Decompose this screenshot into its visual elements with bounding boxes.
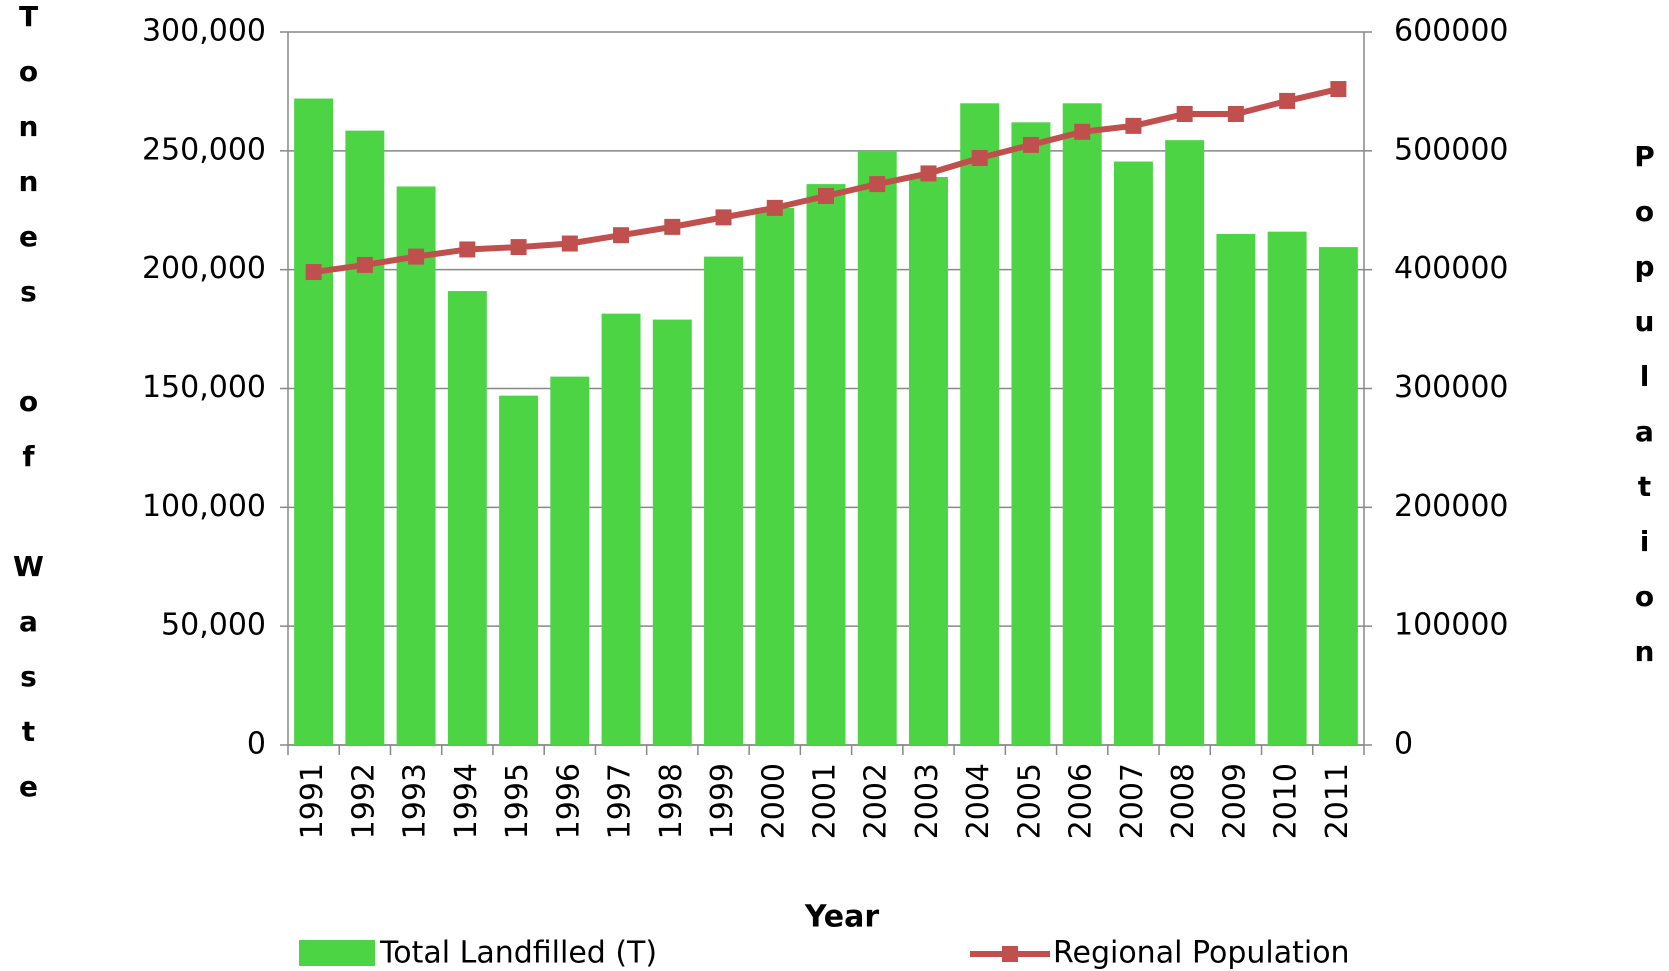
x-tick-label: 2007 xyxy=(1115,763,1150,839)
x-tick-label: 2011 xyxy=(1320,763,1355,839)
marker xyxy=(1279,92,1296,109)
y-tick-label: 100,000 xyxy=(142,489,266,524)
marker xyxy=(1330,81,1347,98)
legend-label: Total Landfilled (T) xyxy=(379,936,657,971)
x-tick-label: 2006 xyxy=(1064,763,1099,839)
bar xyxy=(960,103,1000,746)
x-tick-label: 2003 xyxy=(910,763,945,839)
bar xyxy=(704,256,743,745)
bar xyxy=(1318,247,1358,746)
bar xyxy=(601,313,641,745)
bar xyxy=(857,150,897,746)
bar xyxy=(909,176,948,745)
marker xyxy=(1176,105,1193,122)
x-tick-label: 1999 xyxy=(705,763,740,839)
bar xyxy=(652,319,692,745)
y-tick-label: 0 xyxy=(247,727,266,762)
bar xyxy=(396,186,436,745)
legend-swatch xyxy=(299,940,375,966)
marker xyxy=(715,209,732,226)
x-tick-label: 2010 xyxy=(1269,763,1304,839)
legend-swatch xyxy=(1002,946,1018,962)
x-tick-label: 1995 xyxy=(500,763,535,839)
y-tick-label: 250,000 xyxy=(142,132,266,167)
marker xyxy=(920,165,937,182)
marker xyxy=(356,256,373,273)
bar xyxy=(1062,103,1102,746)
marker xyxy=(1074,123,1091,140)
x-tick-label: 2008 xyxy=(1166,763,1201,839)
bar xyxy=(294,98,334,745)
bar xyxy=(806,184,846,745)
bar xyxy=(550,376,590,745)
marker xyxy=(818,187,834,204)
y2-tick-label: 0 xyxy=(1394,727,1413,762)
marker xyxy=(1227,105,1244,122)
y2-tick-label: 600000 xyxy=(1394,14,1509,49)
x-tick-label: 2001 xyxy=(808,763,843,839)
marker xyxy=(613,227,630,244)
bar xyxy=(1011,122,1051,745)
x-tick-label: 2004 xyxy=(961,763,996,839)
bar xyxy=(1216,234,1256,745)
marker xyxy=(1022,136,1039,153)
y2-tick-label: 200000 xyxy=(1394,489,1509,524)
marker xyxy=(1125,117,1142,134)
marker xyxy=(869,176,886,193)
x-tick-label: 1998 xyxy=(654,763,689,839)
bar xyxy=(755,207,795,745)
x-tick-label: 2002 xyxy=(859,763,894,839)
x-tick-label: 2005 xyxy=(1012,763,1047,839)
y-axis-title: Tonnes of Waste xyxy=(12,0,45,825)
bar xyxy=(345,130,385,746)
bar xyxy=(499,395,539,745)
bar xyxy=(1113,161,1153,746)
y-tick-label: 300,000 xyxy=(142,14,266,49)
y-tick-label: 200,000 xyxy=(142,251,266,286)
x-axis-title: Year xyxy=(804,900,880,935)
y2-tick-label: 400000 xyxy=(1394,251,1509,286)
y2-axis-title: Population xyxy=(1628,140,1661,690)
marker xyxy=(561,235,578,252)
y-tick-label: 150,000 xyxy=(142,370,266,405)
x-tick-label: 1994 xyxy=(449,763,484,839)
marker xyxy=(766,199,783,216)
x-tick-label: 1991 xyxy=(295,763,330,839)
x-tick-label: 1992 xyxy=(346,763,381,839)
legend-label: Regional Population xyxy=(1053,936,1350,971)
x-tick-label: 1993 xyxy=(398,763,433,839)
x-tick-label: 2009 xyxy=(1217,763,1252,839)
marker xyxy=(664,218,681,235)
bar xyxy=(1165,140,1205,746)
y-tick-label: 50,000 xyxy=(161,608,266,643)
x-tick-label: 2000 xyxy=(756,763,791,839)
marker xyxy=(408,248,425,265)
bar xyxy=(1267,231,1307,745)
marker xyxy=(459,241,476,258)
x-tick-label: 1996 xyxy=(551,763,586,839)
marker xyxy=(305,264,322,281)
y2-tick-label: 500000 xyxy=(1394,132,1509,167)
marker xyxy=(971,149,988,166)
y2-tick-label: 300000 xyxy=(1394,370,1509,405)
y2-tick-label: 100000 xyxy=(1394,608,1509,643)
x-tick-label: 1997 xyxy=(603,763,638,839)
marker xyxy=(510,239,527,256)
bar xyxy=(447,291,487,745)
